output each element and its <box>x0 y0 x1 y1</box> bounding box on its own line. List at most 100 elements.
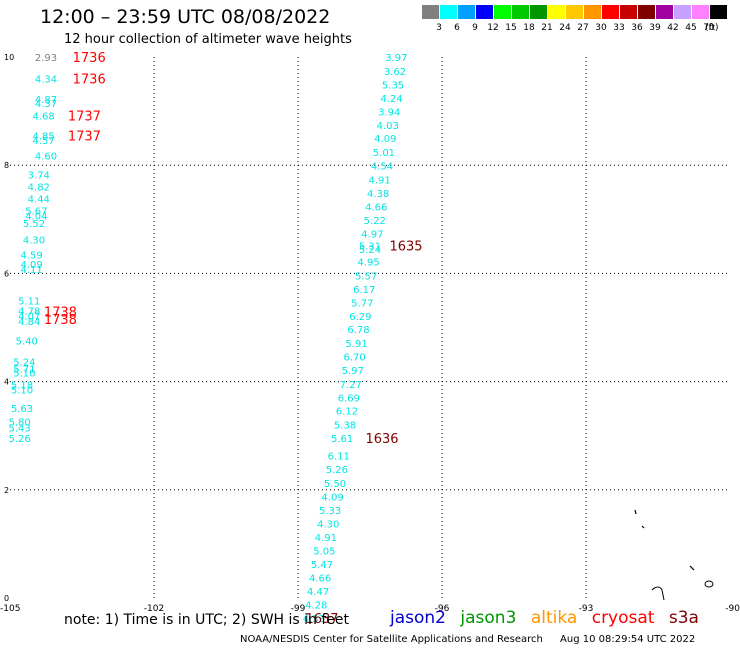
wave-height-value: 3.94 <box>378 108 400 119</box>
wave-height-value: 5.11 <box>18 296 40 307</box>
scale-label: 33 <box>613 23 625 33</box>
scale-unit: (ft) <box>705 23 719 33</box>
legend-cryosat: cryosat <box>591 608 655 628</box>
wave-height-value: 4.30 <box>317 519 339 530</box>
scale-label: 24 <box>559 23 571 33</box>
wave-height-value: 3.97 <box>385 53 407 64</box>
wave-height-value: 5.97 <box>342 366 364 377</box>
lat-tick-label: 4 <box>4 378 9 387</box>
wave-height-value: 5.22 <box>364 216 386 227</box>
wave-height-value: 5.63 <box>11 404 33 415</box>
scale-swatch <box>458 5 475 19</box>
wave-height-value: 6.17 <box>353 285 375 296</box>
scale-label: 70 <box>703 23 715 33</box>
pass-time-label: 1737 <box>68 129 101 144</box>
wave-height-value: 5.05 <box>313 546 335 557</box>
wave-height-value: 5.91 <box>345 339 367 350</box>
wave-height-value: 5.24 <box>13 358 35 369</box>
wave-height-value: 6.70 <box>344 353 366 364</box>
satellite-legend: jason2 jason3 altika cryosat s3a <box>390 608 708 628</box>
wave-height-value: 4.09 <box>20 260 42 271</box>
credit-text: NOAA/NESDIS Center for Satellite Applica… <box>240 634 543 645</box>
scale-swatch <box>494 5 511 19</box>
lon-tick-label: -90 <box>725 604 740 614</box>
scale-swatch <box>422 5 439 19</box>
scale-label: 21 <box>541 23 553 33</box>
wave-height-value: 4.11 <box>20 265 42 276</box>
pass-time-label: 1637 <box>305 612 338 627</box>
scale-label: 6 <box>454 23 460 33</box>
scale-label: 9 <box>472 23 478 33</box>
lat-tick-label: 2 <box>4 486 9 495</box>
wave-height-value: 4.30 <box>23 235 45 246</box>
scale-swatch <box>440 5 457 19</box>
lat-tick-label: 8 <box>4 161 9 170</box>
wave-height-value: 4.44 <box>28 195 50 206</box>
wave-height-value: 4.09 <box>321 492 343 503</box>
scale-label: 39 <box>649 23 661 33</box>
wave-height-value: 4.07 <box>18 312 40 323</box>
wave-height-value: 4.68 <box>32 111 54 122</box>
wave-height-value: 6.11 <box>328 452 350 463</box>
island-outline <box>704 580 714 588</box>
wave-height-value: 2.93 <box>35 53 57 64</box>
wave-height-value: 4.78 <box>18 307 40 318</box>
wave-height-color-scale: (ft) 3 6 9 12 15 18 21 24 27 30 33 36 39 42 45 70 <box>422 5 728 35</box>
scale-label: 30 <box>595 23 607 33</box>
wave-height-value: 4.85 <box>32 131 54 142</box>
footer-note: note: 1) Time is in UTC; 2) SWH is in fe… <box>64 612 350 628</box>
legend-altika: altika <box>530 608 578 628</box>
wave-height-value: 5.01 <box>373 148 395 159</box>
lon-tick-label: -102 <box>144 604 164 614</box>
wave-height-value: 5.71 <box>13 365 35 376</box>
wave-height-value: 4.91 <box>315 533 337 544</box>
island-outline <box>651 586 665 601</box>
wave-height-value: 5.67 <box>25 207 47 218</box>
wave-height-value: 5.26 <box>326 465 348 476</box>
lon-tick-label: -105 <box>0 604 20 614</box>
wave-height-value: 5.80 <box>8 418 30 429</box>
wave-height-value: 4.24 <box>380 94 402 105</box>
page-subtitle: 12 hour collection of altimeter wave hei… <box>64 32 352 47</box>
wave-height-value: 4.57 <box>32 136 54 147</box>
scale-swatch <box>620 5 637 19</box>
wave-height-value: 3.74 <box>28 170 50 181</box>
generated-timestamp: Aug 10 08:29:54 UTC 2022 <box>560 634 696 645</box>
pass-time-label: 1635 <box>389 239 422 254</box>
scale-swatch <box>584 5 601 19</box>
wave-height-value: 5.24 <box>359 245 381 256</box>
wave-height-value: 5.50 <box>324 479 346 490</box>
wave-height-value: 5.52 <box>23 219 45 230</box>
wave-height-value: 4.04 <box>25 212 47 223</box>
wave-height-value: 4.84 <box>18 317 40 328</box>
wave-height-value: 4.09 <box>374 134 396 145</box>
island-outline <box>634 509 637 515</box>
wave-height-value: 5.43 <box>8 424 30 435</box>
footer-credit: NOAA/NESDIS Center for Satellite Applica… <box>240 634 695 645</box>
wave-height-value: 5.47 <box>311 560 333 571</box>
pass-time-label: 1736 <box>73 51 106 66</box>
wave-height-value: 5.33 <box>319 506 341 517</box>
wave-height-value: 4.91 <box>368 175 390 186</box>
pass-time-label: 1636 <box>365 432 398 447</box>
wave-height-value: 5.10 <box>13 368 35 379</box>
wave-height-value: 4.33 <box>303 614 325 625</box>
wave-height-value: 5.31 <box>359 241 381 252</box>
scale-swatch <box>656 5 673 19</box>
pass-time-label: 1736 <box>73 73 106 88</box>
lat-tick-label: 10 <box>4 53 14 62</box>
wave-height-value: 5.26 <box>8 434 30 445</box>
legend-s3a: s3a <box>668 608 699 628</box>
scale-swatch <box>710 5 727 19</box>
wave-height-value: 5.38 <box>334 420 356 431</box>
scale-swatch <box>512 5 529 19</box>
island-outline <box>689 565 695 571</box>
scale-swatch <box>476 5 493 19</box>
wave-height-value: 4.59 <box>20 250 42 261</box>
scale-label: 42 <box>667 23 679 33</box>
wave-height-value: 5.10 <box>11 386 33 397</box>
scale-swatch <box>638 5 655 19</box>
page-title: 12:00 – 23:59 UTC 08/08/2022 <box>40 6 331 28</box>
scale-label: 12 <box>487 23 499 33</box>
scale-label: 18 <box>523 23 535 33</box>
